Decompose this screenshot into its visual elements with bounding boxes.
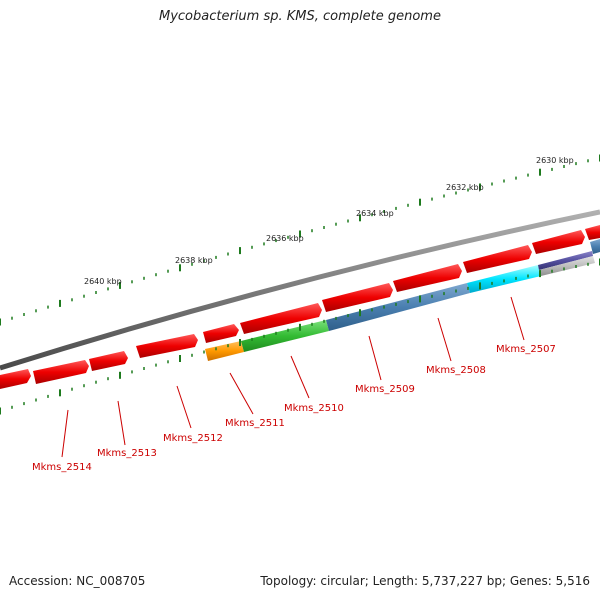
callout-line-2514 <box>61 409 69 458</box>
gene-arrow-9[interactable] <box>463 245 532 273</box>
scale-labels: 2630 kbp 2632 kbp 2634 kbp 2636 kbp 2638 kbp… <box>84 156 574 286</box>
callout-line-2513 <box>117 400 126 446</box>
scale-label: 2636 kbp <box>266 234 304 243</box>
gene-bar-cyan[interactable] <box>467 265 541 293</box>
callout-line-2510 <box>290 355 310 399</box>
gene-label-2512[interactable]: Mkms_2512 <box>163 433 223 444</box>
scale-label: 2634 kbp <box>356 209 394 218</box>
reverse-strand <box>205 239 600 361</box>
callout-line-2508 <box>437 317 452 362</box>
gene-label-group: Mkms_2507 Mkms_2508 Mkms_2509 Mkms_2510 … <box>32 344 556 473</box>
scale-label: 2638 kbp <box>175 256 213 265</box>
upper-tick-track <box>0 154 600 326</box>
gene-bar-green[interactable] <box>241 320 329 352</box>
scale-label: 2640 kbp <box>84 277 122 286</box>
scale-label: 2632 kbp <box>446 183 484 192</box>
gene-label-2510[interactable]: Mkms_2510 <box>284 403 344 414</box>
scale-label: 2630 kbp <box>536 156 574 165</box>
genome-title: Mycobacterium sp. KMS, complete genome <box>159 9 441 24</box>
callout-line-2511 <box>229 372 254 415</box>
genome-backbone <box>0 209 600 371</box>
gene-bar-orange[interactable] <box>205 341 244 361</box>
callout-line-2507 <box>510 296 525 341</box>
callout-line-2509 <box>368 335 382 381</box>
gene-bar-gray[interactable] <box>539 256 595 276</box>
gene-arrow-5[interactable] <box>203 324 239 343</box>
accession-text: Accession: NC_008705 <box>9 574 146 588</box>
gene-arrow-8[interactable] <box>393 264 462 292</box>
gene-arrow-11[interactable] <box>585 225 600 240</box>
forward-strand <box>0 225 600 389</box>
gene-bar-steel-2[interactable] <box>590 239 600 254</box>
gene-label-2508[interactable]: Mkms_2508 <box>426 365 486 376</box>
gene-arrow-7[interactable] <box>322 283 393 312</box>
gene-arrow-6[interactable] <box>240 303 322 334</box>
gene-label-2511[interactable]: Mkms_2511 <box>225 418 285 429</box>
gene-bar-navy[interactable] <box>538 251 593 270</box>
gene-label-2514[interactable]: Mkms_2514 <box>32 462 92 473</box>
callout-line-2512 <box>176 385 192 429</box>
gene-label-2507[interactable]: Mkms_2507 <box>496 344 556 355</box>
gene-arrow-10[interactable] <box>532 230 585 254</box>
lower-tick-track <box>0 258 600 415</box>
gene-arrow-2[interactable] <box>33 360 89 384</box>
gene-arrow-1[interactable] <box>0 369 31 389</box>
genome-info-text: Topology: circular; Length: 5,737,227 bp… <box>260 574 590 588</box>
gene-arrow-3[interactable] <box>89 351 128 371</box>
gene-arrow-4[interactable] <box>136 334 198 358</box>
gene-callouts <box>61 296 525 458</box>
gene-bar-steel[interactable] <box>326 283 470 331</box>
gene-label-2509[interactable]: Mkms_2509 <box>355 384 415 395</box>
gene-label-2513[interactable]: Mkms_2513 <box>97 448 157 459</box>
